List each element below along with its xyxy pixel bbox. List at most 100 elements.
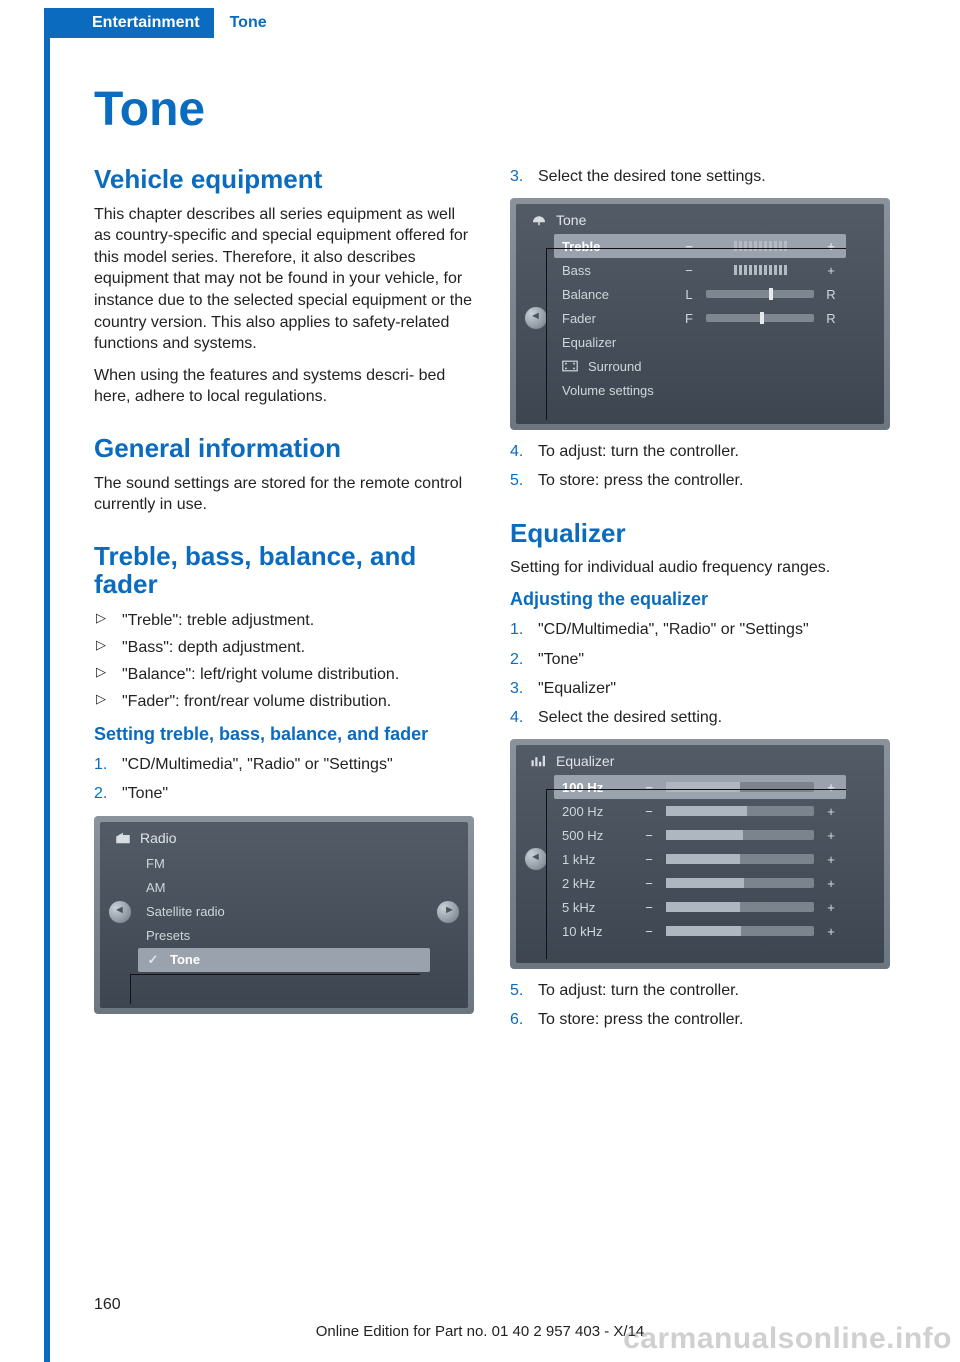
step-item: 6. To store: press the controller. <box>510 1008 890 1031</box>
screenshot-header: Equalizer <box>524 751 876 775</box>
menu-row: 10 kHz−+ <box>554 919 846 943</box>
ordered-steps: 5. To adjust: turn the controller. 6. To s… <box>510 979 890 1031</box>
menu-rows: 100 Hz−+200 Hz−+500 Hz−+1 kHz−+2 kHz−+5 … <box>548 775 852 943</box>
step-item: 4.Select the desired setting. <box>510 706 890 729</box>
step-number: 2. <box>510 648 523 671</box>
menu-row: Volume settings <box>554 378 846 402</box>
tone-icon <box>530 213 548 227</box>
right-column: 3. Select the desired tone settings. Tone… <box>510 165 890 1041</box>
paragraph: When using the features and systems desc… <box>94 365 474 408</box>
step-item: 3. "Equalizer" <box>510 677 890 700</box>
step-number: 3. <box>510 677 523 700</box>
menu-row: 5 kHz−+ <box>554 895 846 919</box>
screenshot-equalizer: Equalizer 100 Hz−+200 Hz−+500 Hz−+1 kHz−… <box>510 739 890 969</box>
menu-row: Bass−+ <box>554 258 846 282</box>
menu-row: FM <box>138 852 430 876</box>
page: Entertainment Tone Tone Vehicle equipmen… <box>0 0 960 1362</box>
step-item: 2. "Tone" <box>94 782 474 805</box>
content: Tone Vehicle equipment This chapter desc… <box>94 82 888 1041</box>
heading-general-information: General information <box>94 434 474 463</box>
callout-tick <box>546 789 547 959</box>
screenshot-title: Radio <box>140 830 177 846</box>
list-item: "Treble": treble adjustment. <box>94 609 474 632</box>
step-text: "Tone" <box>122 785 168 802</box>
step-text: "Tone" <box>538 651 584 668</box>
menu-row: Surround <box>554 354 846 378</box>
watermark: carmanualsonline.info <box>623 1322 952 1356</box>
step-item: 4. To adjust: turn the controller. <box>510 440 890 463</box>
menu-rows: Treble−+Bass−+BalanceLRFaderFREqualizerS… <box>548 234 852 402</box>
list-item: "Bass": depth adjustment. <box>94 636 474 659</box>
menu-row: Equalizer <box>554 330 846 354</box>
subheading-adjust-equalizer: Adjusting the equalizer <box>510 589 890 611</box>
page-title: Tone <box>94 82 888 137</box>
paragraph: The sound settings are stored for the re… <box>94 473 474 516</box>
menu-row-selected: ✓Tone <box>138 948 430 972</box>
step-number: 5. <box>510 979 523 1002</box>
screenshot-header: Tone <box>524 210 876 234</box>
step-text: To adjust: turn the controller. <box>538 443 739 460</box>
step-text: To store: press the controller. <box>538 1011 743 1028</box>
two-columns: Vehicle equipment This chapter describes… <box>94 165 888 1041</box>
callout-line <box>546 248 846 249</box>
step-item: 5. To store: press the controller. <box>510 469 890 492</box>
heading-equalizer: Equalizer <box>510 519 890 548</box>
step-item: 1. "CD/Multimedia", "Radio" or "Settings" <box>510 618 890 641</box>
knob-left-icon <box>524 306 548 330</box>
step-item: 5. To adjust: turn the controller. <box>510 979 890 1002</box>
knob-left-icon <box>524 847 548 871</box>
step-text: Select the desired tone settings. <box>538 168 766 185</box>
screenshot-header: Radio <box>108 828 460 852</box>
header-chapter: Tone <box>214 8 267 38</box>
side-accent-bar <box>44 8 50 1362</box>
step-text: "Equalizer" <box>538 680 616 697</box>
ordered-steps: 3. Select the desired tone settings. <box>510 165 890 188</box>
screenshot-title: Tone <box>556 212 586 228</box>
step-item: 3. Select the desired tone settings. <box>510 165 890 188</box>
ordered-steps: 4. To adjust: turn the controller. 5. To s… <box>510 440 890 492</box>
header-section: Entertainment <box>50 8 214 38</box>
screenshot-radio: Radio FM AM Satellite radio Presets ✓Ton… <box>94 816 474 1014</box>
step-item: 2. "Tone" <box>510 648 890 671</box>
list-item: "Balance": left/right volume distributio… <box>94 663 474 686</box>
step-number: 5. <box>510 469 523 492</box>
callout-line <box>130 974 420 975</box>
menu-row: 2 kHz−+ <box>554 871 846 895</box>
menu-rows: FM AM Satellite radio Presets ✓Tone <box>132 852 436 972</box>
step-number: 6. <box>510 1008 523 1031</box>
callout-tick <box>130 974 131 1004</box>
ordered-steps: 1. "CD/Multimedia", "Radio" or "Settings"… <box>510 618 890 729</box>
step-text: "CD/Multimedia", "Radio" or "Settings" <box>122 756 393 773</box>
step-number: 4. <box>510 706 523 729</box>
running-header: Entertainment Tone <box>50 8 267 38</box>
list-item: "Fader": front/rear volume distribution. <box>94 690 474 713</box>
page-number: 160 <box>94 1296 121 1314</box>
callout-line <box>546 789 846 790</box>
left-column: Vehicle equipment This chapter describes… <box>94 165 474 1041</box>
subheading-setting-tbbf: Setting treble, bass, balance, and fader <box>94 724 474 746</box>
menu-row-selected: 100 Hz−+ <box>554 775 846 799</box>
equalizer-icon <box>530 754 548 768</box>
step-number: 4. <box>510 440 523 463</box>
radio-icon <box>114 831 132 845</box>
menu-row: Presets <box>138 924 430 948</box>
heading-treble-bass-balance-fader: Treble, bass, balance, and fader <box>94 542 474 599</box>
menu-row: Satellite radio <box>138 900 430 924</box>
ordered-steps: 1. "CD/Multimedia", "Radio" or "Settings"… <box>94 753 474 805</box>
menu-row: FaderFR <box>554 306 846 330</box>
menu-row: AM <box>138 876 430 900</box>
step-number: 3. <box>510 165 523 188</box>
step-number: 2. <box>94 782 107 805</box>
step-number: 1. <box>94 753 107 776</box>
step-item: 1. "CD/Multimedia", "Radio" or "Settings" <box>94 753 474 776</box>
menu-row: 1 kHz−+ <box>554 847 846 871</box>
step-text: To store: press the controller. <box>538 472 743 489</box>
callout-tick <box>546 248 547 420</box>
menu-row: 500 Hz−+ <box>554 823 846 847</box>
heading-vehicle-equipment: Vehicle equipment <box>94 165 474 194</box>
menu-row: 200 Hz−+ <box>554 799 846 823</box>
step-text: To adjust: turn the controller. <box>538 982 739 999</box>
screenshot-title: Equalizer <box>556 753 614 769</box>
step-text: "CD/Multimedia", "Radio" or "Settings" <box>538 621 809 638</box>
step-number: 1. <box>510 618 523 641</box>
